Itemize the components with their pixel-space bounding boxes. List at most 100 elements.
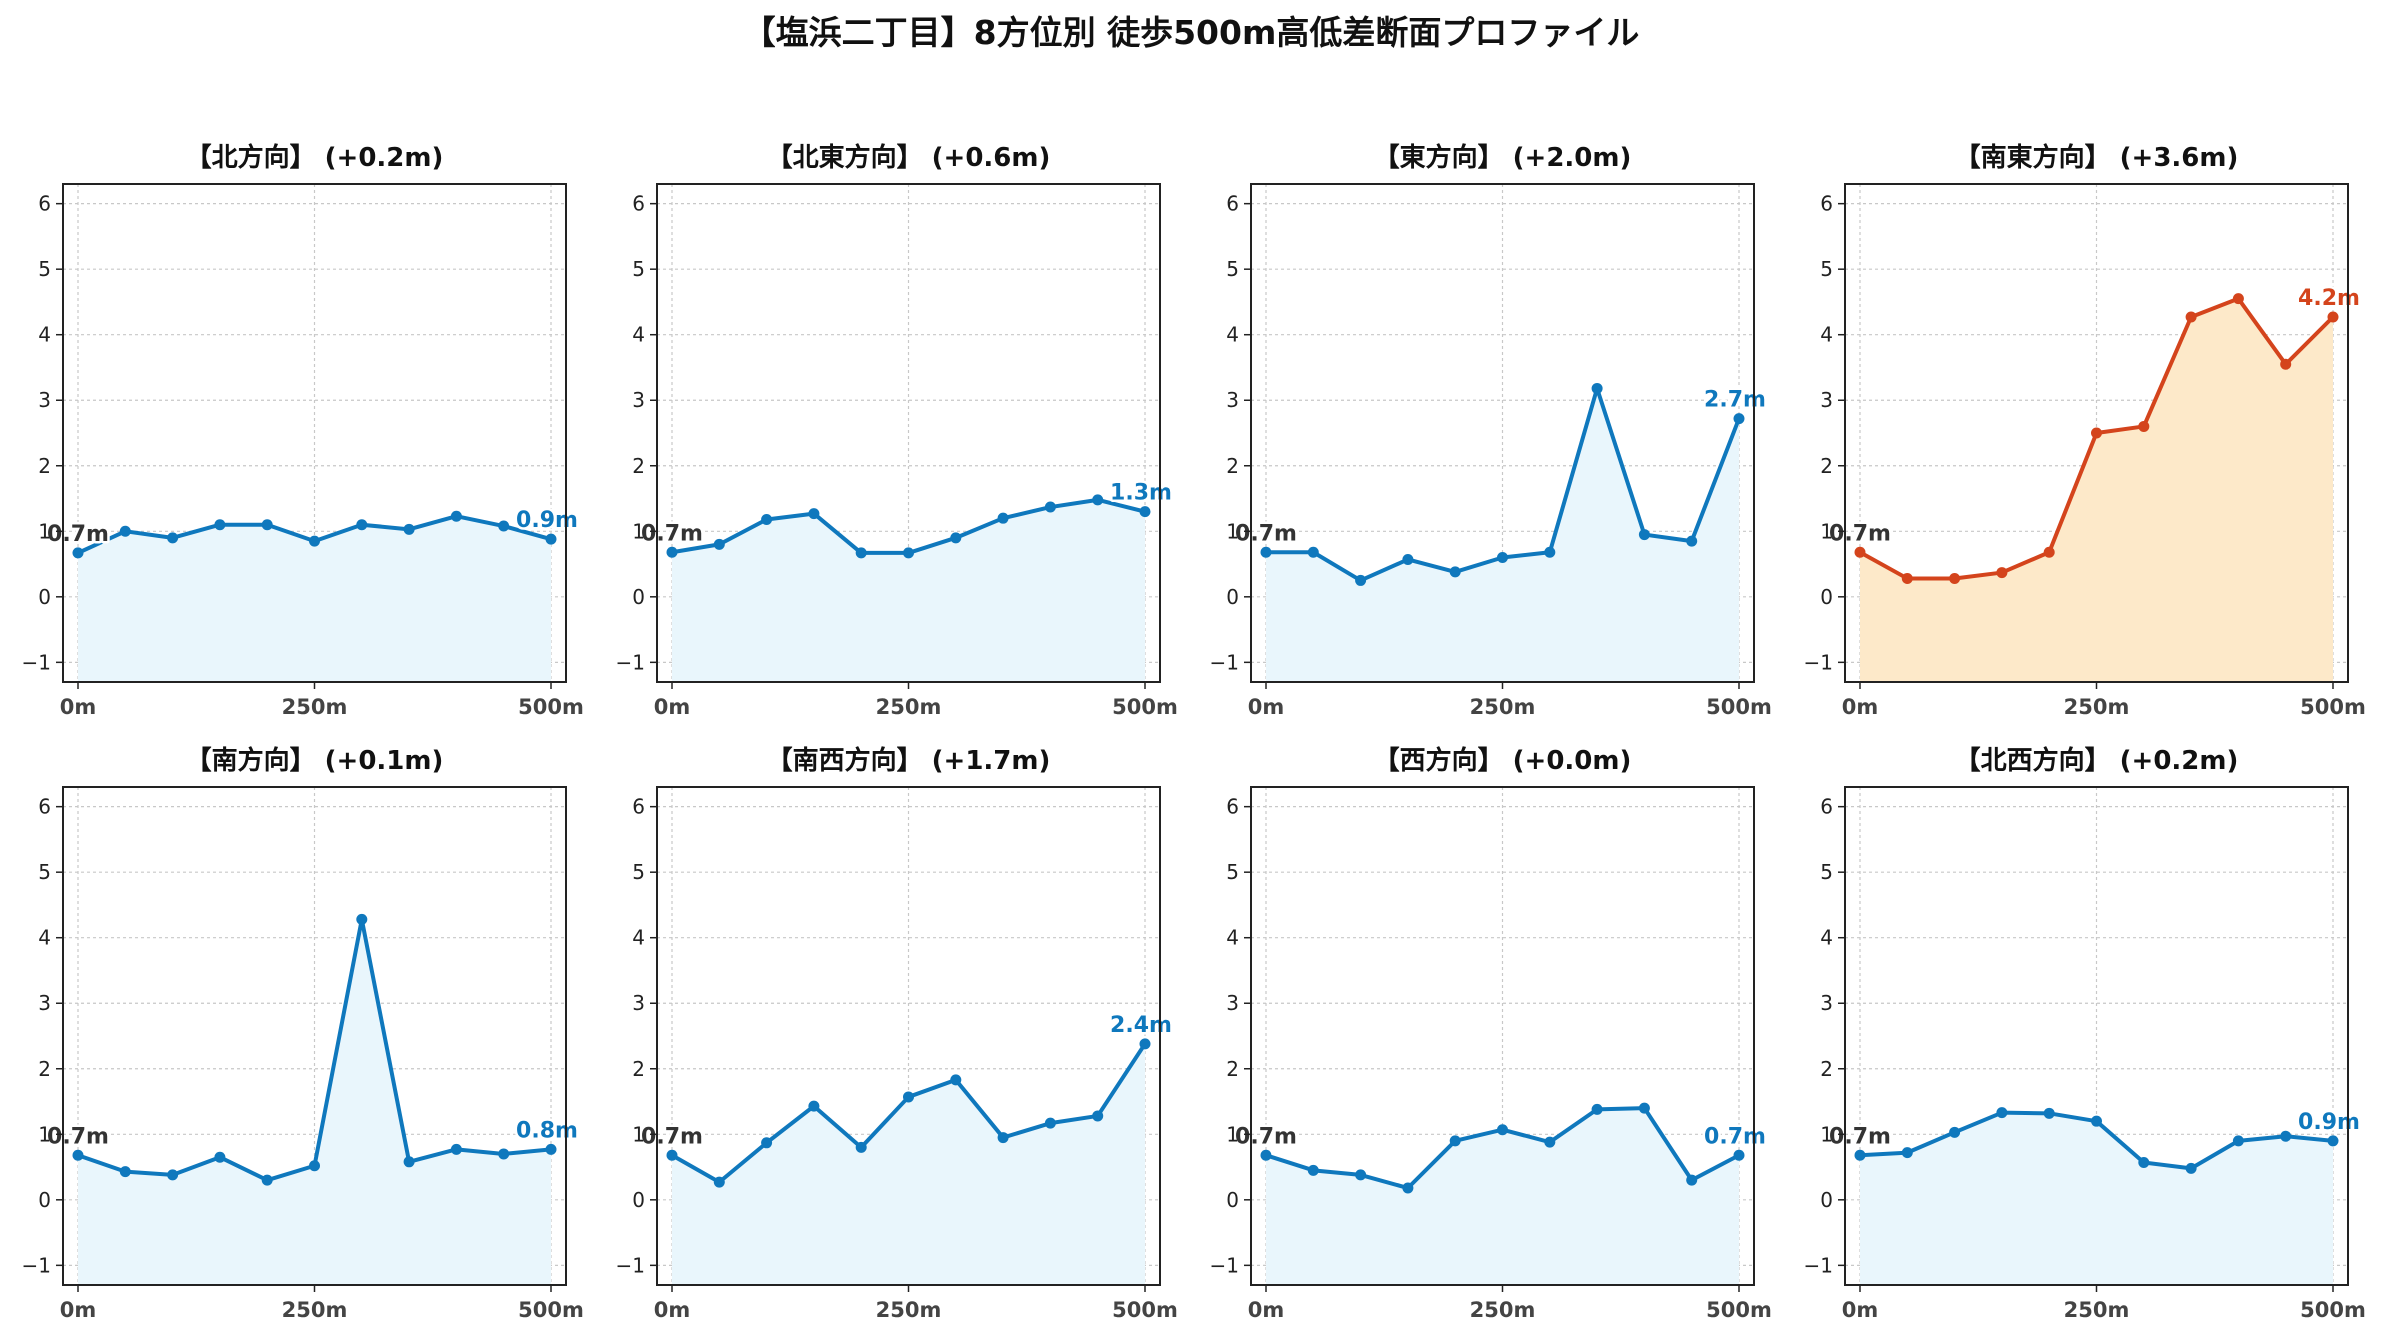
y-tick-label: 1: [38, 519, 51, 543]
y-tick-label: 6: [632, 192, 645, 216]
profile-area: [78, 516, 551, 682]
start-elevation-label: 0.7m: [641, 521, 703, 546]
start-elevation-label: 0.7m: [47, 522, 109, 547]
data-point: [1638, 1102, 1650, 1114]
x-tick-label: 0m: [60, 695, 97, 719]
y-tick-label: 1: [632, 519, 645, 543]
data-point: [2138, 420, 2150, 432]
panel-title: 【北西方向】 (+0.2m): [1955, 745, 2239, 776]
data-point: [356, 519, 368, 531]
data-point: [119, 1166, 131, 1178]
y-tick-label: 5: [1226, 860, 1239, 884]
y-tick-label: 3: [38, 991, 51, 1015]
data-point: [997, 1132, 1009, 1144]
x-tick-label: 500m: [2300, 695, 2366, 719]
x-tick-label: 0m: [1248, 695, 1285, 719]
panel-1: 【北東方向】 (+0.6m) 0.7m 1.3m −1 0 1 2 3 4 5 6 0m 250m 500…: [616, 142, 1178, 719]
profile-area: [1266, 1108, 1739, 1285]
y-tick-label: 4: [632, 926, 645, 950]
start-elevation-label: 0.7m: [47, 1124, 109, 1149]
data-point: [1139, 1038, 1151, 1050]
y-tick-label: 1: [1226, 1122, 1239, 1146]
data-point: [1139, 506, 1151, 518]
x-tick-label: 500m: [1112, 1298, 1178, 1322]
start-elevation-label: 0.7m: [641, 1124, 703, 1149]
data-point: [2185, 1162, 2197, 1174]
data-point: [1591, 1103, 1603, 1115]
y-tick-label: −1: [1210, 1253, 1239, 1277]
y-tick-label: 1: [632, 1122, 645, 1146]
data-point: [1996, 567, 2008, 579]
panel-5: 【南西方向】 (+1.7m) 0.7m 2.4m −1 0 1 2 3 4 5 6 0m 250m 500…: [616, 745, 1178, 1322]
data-point: [1260, 1149, 1272, 1161]
panel-3: 【南東方向】 (+3.6m) 0.7m 4.2m −1 0 1 2 3 4 5 6 0m 250m 500…: [1804, 142, 2366, 719]
data-point: [1402, 553, 1414, 565]
x-tick-label: 0m: [654, 1298, 691, 1322]
profile-area: [672, 499, 1145, 682]
y-tick-label: 1: [1226, 519, 1239, 543]
start-elevation-label: 0.7m: [1829, 1124, 1891, 1149]
x-tick-label: 500m: [1706, 1298, 1772, 1322]
panel-title: 【西方向】 (+0.0m): [1374, 745, 1632, 776]
data-point: [450, 1143, 462, 1155]
data-point: [855, 1141, 867, 1153]
y-tick-label: 4: [1820, 323, 1833, 347]
panel-title: 【北東方向】 (+0.6m): [767, 142, 1051, 173]
y-tick-label: 4: [38, 323, 51, 347]
data-point: [2327, 1135, 2339, 1147]
data-point: [761, 1137, 773, 1149]
y-tick-label: 6: [38, 795, 51, 819]
data-point: [1901, 1147, 1913, 1159]
x-tick-label: 250m: [1470, 1298, 1536, 1322]
data-point: [1949, 572, 1961, 584]
y-tick-label: −1: [1804, 650, 1833, 674]
data-point: [261, 1174, 273, 1186]
panel-0: 【北方向】 (+0.2m) 0.7m 0.9m −1 0 1 2 3 4 5 6 0m 250m 500m: [22, 142, 584, 719]
x-tick-label: 0m: [60, 1298, 97, 1322]
y-tick-label: 3: [38, 388, 51, 412]
y-tick-label: 0: [1820, 1188, 1833, 1212]
data-point: [498, 1148, 510, 1160]
data-point: [167, 532, 179, 544]
y-tick-label: 5: [1820, 860, 1833, 884]
x-tick-label: 0m: [1248, 1298, 1285, 1322]
data-point: [1854, 546, 1866, 558]
data-point: [2327, 311, 2339, 323]
data-point: [214, 1151, 226, 1163]
data-point: [119, 525, 131, 537]
y-tick-label: −1: [1210, 650, 1239, 674]
y-tick-label: 6: [1226, 795, 1239, 819]
y-tick-label: 0: [1226, 1188, 1239, 1212]
y-tick-label: 2: [632, 1057, 645, 1081]
end-elevation-label: 2.4m: [1110, 1013, 1172, 1038]
y-tick-label: 6: [1820, 192, 1833, 216]
data-point: [356, 913, 368, 925]
data-point: [1044, 501, 1056, 513]
data-point: [1591, 382, 1603, 394]
y-tick-label: 4: [1226, 323, 1239, 347]
x-tick-label: 500m: [518, 695, 584, 719]
y-tick-label: 2: [1820, 454, 1833, 478]
y-tick-label: 0: [38, 1188, 51, 1212]
data-point: [666, 546, 678, 558]
x-tick-label: 0m: [1842, 1298, 1879, 1322]
data-point: [1901, 572, 1913, 584]
y-tick-label: 4: [38, 926, 51, 950]
data-point: [997, 512, 1009, 524]
y-tick-label: 5: [1820, 257, 1833, 281]
y-tick-label: 0: [632, 585, 645, 609]
y-tick-label: 1: [1820, 1122, 1833, 1146]
data-point: [2138, 1156, 2150, 1168]
data-point: [666, 1149, 678, 1161]
x-tick-label: 250m: [282, 695, 348, 719]
y-tick-label: 2: [1226, 454, 1239, 478]
panel-2: 【東方向】 (+2.0m) 0.7m 2.7m −1 0 1 2 3 4 5 6 0m 250m 500m: [1210, 142, 1772, 719]
figure-suptitle: 【塩浜二丁目】8方位別 徒歩500m高低差断面プロファイル: [743, 13, 1640, 52]
end-elevation-label: 0.9m: [2298, 1110, 2360, 1135]
data-point: [1544, 546, 1556, 558]
y-tick-label: 5: [1226, 257, 1239, 281]
data-point: [1307, 1164, 1319, 1176]
data-point: [1854, 1149, 1866, 1161]
data-point: [450, 510, 462, 522]
y-tick-label: 3: [1820, 991, 1833, 1015]
